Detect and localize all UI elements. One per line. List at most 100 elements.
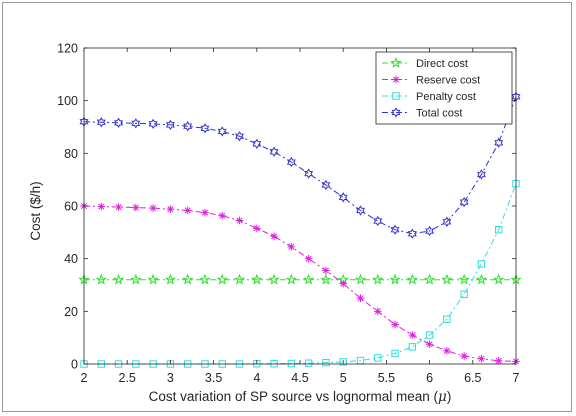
data-point [459, 196, 469, 208]
data-point [131, 118, 141, 129]
legend-entry: Direct cost [382, 56, 468, 70]
series-total-cost [79, 91, 521, 239]
legend-label: Reserve cost [416, 75, 480, 87]
data-point [112, 273, 125, 285]
y-axis-label: Cost ($/h) [28, 181, 43, 240]
data-point [253, 224, 261, 233]
data-point [216, 273, 228, 285]
series-penalty-cost [80, 179, 520, 368]
data-point [460, 352, 468, 360]
legend-entry: Penalty cost [382, 91, 476, 103]
data-point [443, 347, 451, 355]
data-point [147, 273, 159, 285]
data-point [302, 273, 315, 285]
data-point [408, 331, 417, 339]
data-point [425, 225, 435, 237]
data-point [96, 117, 106, 128]
data-point [406, 273, 419, 285]
data-point [95, 273, 108, 285]
data-point [251, 273, 263, 285]
x-tick-label: 3.5 [205, 371, 222, 385]
data-point [321, 179, 331, 191]
y-tick-label: 40 [64, 252, 78, 266]
data-point [407, 228, 417, 239]
x-tick-label: 7 [513, 371, 520, 385]
data-point [458, 273, 470, 285]
y-tick-label: 20 [64, 305, 78, 319]
data-point [322, 358, 330, 367]
y-tick-label: 0 [71, 358, 78, 372]
data-point [339, 279, 347, 288]
axes: 2 2.5 3 3.5 4 4.5 5 5.5 6 6.5 7 0 20 40 60 80 100 120 [57, 42, 519, 386]
data-point [166, 205, 175, 213]
x-tick-label: 6.5 [464, 371, 481, 385]
x-tick-label: 4.5 [291, 371, 308, 385]
legend-label: Total cost [416, 108, 462, 120]
data-point [304, 168, 314, 179]
data-point [183, 121, 193, 132]
data-point [477, 260, 486, 268]
data-point [460, 290, 468, 298]
data-point [391, 320, 399, 329]
x-axis-label-main: Cost variation of SP source vs lognormal… [149, 389, 430, 404]
data-point [217, 126, 227, 137]
data-point [287, 359, 296, 368]
data-point [200, 123, 210, 134]
data-point [425, 340, 434, 349]
data-point [408, 343, 417, 351]
data-point [389, 273, 401, 285]
x-tick-label: 2.5 [119, 371, 136, 385]
series-direct-cost [78, 273, 522, 285]
data-point [390, 224, 400, 235]
data-point [320, 273, 332, 285]
data-point [199, 273, 211, 285]
data-point [339, 358, 347, 366]
data-point [373, 215, 383, 227]
data-point [285, 273, 298, 285]
data-point [304, 254, 313, 263]
data-point [286, 156, 296, 168]
data-point [443, 315, 451, 323]
data-point [391, 349, 399, 358]
legend-entry: Total cost [382, 107, 462, 120]
data-point [130, 273, 142, 285]
series-line [83, 205, 517, 362]
y-tick-label: 80 [64, 147, 78, 161]
x-tick-label: 2 [81, 371, 88, 385]
x-axis-label: Cost variation of SP source vs lognormal… [149, 389, 452, 405]
legend-label: Penalty cost [416, 91, 476, 103]
data-point [425, 331, 434, 339]
legend-marker [392, 75, 400, 84]
data-point [165, 119, 175, 131]
data-point [494, 357, 503, 365]
data-point [322, 266, 330, 275]
plot-area [78, 91, 522, 368]
data-point [374, 354, 382, 362]
data-point [494, 137, 504, 148]
data-point [201, 208, 209, 217]
data-point [356, 294, 365, 302]
data-point [181, 273, 194, 285]
data-point [148, 118, 158, 129]
data-point [477, 354, 486, 363]
x-tick-label: 6 [426, 371, 433, 385]
legend-marker [391, 107, 401, 118]
data-point [183, 206, 192, 215]
data-point [373, 307, 382, 316]
data-point [268, 273, 280, 285]
legend-label: Direct cost [416, 58, 468, 70]
data-point [149, 204, 157, 212]
data-point [235, 131, 244, 142]
data-point [252, 138, 262, 150]
data-point [441, 273, 453, 285]
data-point [492, 273, 505, 285]
data-point [356, 205, 365, 216]
data-point [270, 232, 278, 241]
x-tick-label: 5 [340, 371, 347, 385]
x-tick-label: 5.5 [378, 371, 395, 385]
data-point [233, 273, 246, 285]
data-point [114, 117, 124, 128]
data-point [423, 273, 436, 285]
x-tick-label: 4 [253, 371, 260, 385]
